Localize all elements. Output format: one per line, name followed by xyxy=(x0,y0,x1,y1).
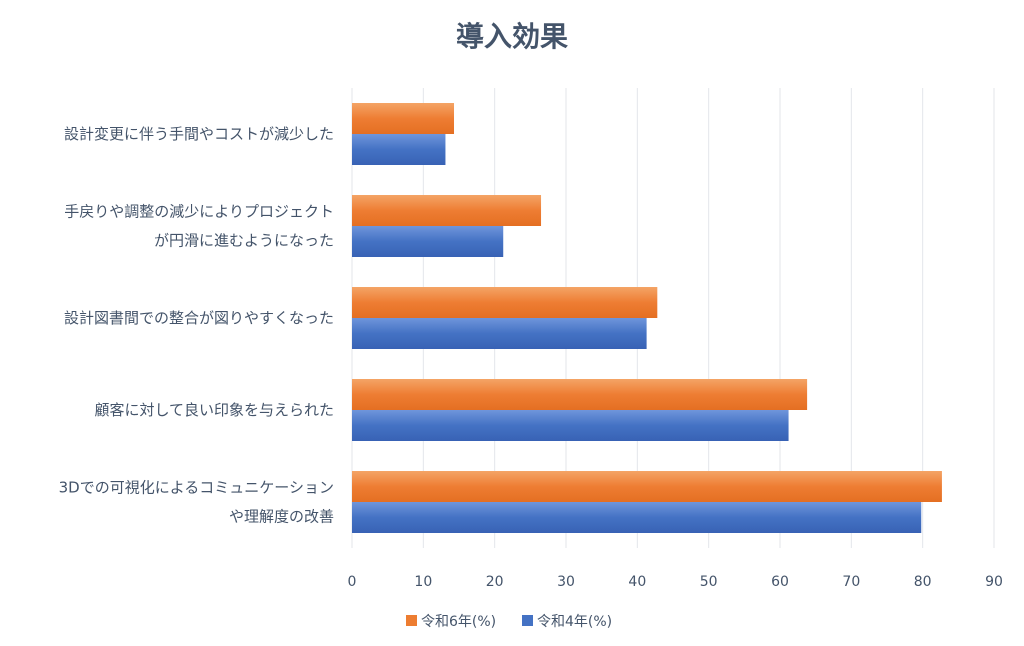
x-tick-label: 40 xyxy=(628,574,646,590)
x-tick-label: 90 xyxy=(985,574,1003,590)
bar-r4-0 xyxy=(352,134,446,165)
bar-r6-2 xyxy=(352,287,658,318)
legend-swatch-r6 xyxy=(406,615,417,626)
category-label: が円滑に進むようになった xyxy=(154,232,334,250)
bar-r4-1 xyxy=(352,226,504,257)
legend-label-r6: 令和6年(%) xyxy=(421,614,496,630)
legend-label-r4: 令和4年(%) xyxy=(537,614,612,630)
category-label: 設計図書間での整合が図りやすくなった xyxy=(64,309,334,327)
bar-r6-0 xyxy=(352,103,455,134)
x-tick-label: 30 xyxy=(557,574,575,590)
x-tick-label: 0 xyxy=(348,574,357,590)
x-tick-label: 60 xyxy=(771,574,789,590)
bar-r4-2 xyxy=(352,318,647,349)
legend-swatch-r4 xyxy=(522,615,533,626)
x-axis-ticks: 0 10 20 30 40 50 60 70 80 90 xyxy=(348,574,1003,590)
x-tick-label: 10 xyxy=(414,574,432,590)
bar-r6-1 xyxy=(352,195,542,226)
category-label: 設計変更に伴う手間やコストが減少した xyxy=(64,125,334,143)
bar-r4-3 xyxy=(352,410,789,441)
category-label: 顧客に対して良い印象を与えられた xyxy=(94,401,334,419)
bars xyxy=(352,103,942,533)
category-labels: 設計変更に伴う手間やコストが減少した手戻りや調整の減少によりプロジェクトが円滑に… xyxy=(59,125,334,526)
category-label: 3Dでの可視化によるコミュニケーション xyxy=(59,479,334,497)
chart-title: 導入効果 xyxy=(456,20,568,53)
x-tick-label: 20 xyxy=(486,574,504,590)
x-tick-label: 70 xyxy=(842,574,860,590)
bar-r4-4 xyxy=(352,502,922,533)
bar-r6-4 xyxy=(352,471,942,502)
bar-r6-3 xyxy=(352,379,808,410)
category-label: や理解度の改善 xyxy=(229,508,334,526)
x-tick-label: 50 xyxy=(700,574,718,590)
x-tick-label: 80 xyxy=(914,574,932,590)
category-label: 手戻りや調整の減少によりプロジェクト xyxy=(64,203,334,221)
legend: 令和6年(%) 令和4年(%) xyxy=(406,614,612,630)
